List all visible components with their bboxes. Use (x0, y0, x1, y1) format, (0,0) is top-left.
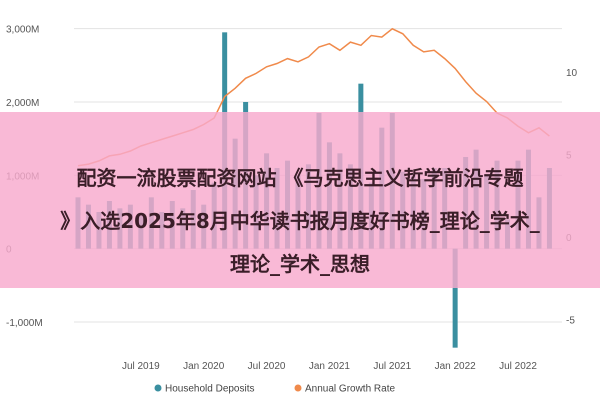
right-axis-tick-label: 10 (566, 68, 578, 79)
x-axis-tick-labels: Jul 2019 Jan 2020 Jul 2020 Jan 2021 Jul 2021… (122, 361, 537, 372)
legend-label-household-deposits: Household Deposits (165, 384, 255, 395)
household-deposits-bar (452, 248, 458, 348)
x-axis-tick-label: Jan 2021 (309, 361, 351, 372)
left-axis-tick-label: -1,000M (6, 318, 43, 329)
x-axis-tick-label: Jul 2021 (373, 361, 411, 372)
legend-marker-household-deposits (154, 384, 162, 392)
overlay-text-line-2: 》入选2025年8月中华读书报月度好书榜_理论_学术_ (60, 209, 540, 233)
overlay-banner (0, 112, 600, 288)
legend-label-annual-growth-rate: Annual Growth Rate (305, 384, 395, 395)
left-axis-tick-label: 3,000M (6, 25, 39, 36)
legend-marker-annual-growth-rate (294, 384, 302, 392)
overlay-text-line-3: 理论_学术_思想 (230, 252, 370, 276)
x-axis-tick-label: Jul 2019 (122, 361, 160, 372)
left-axis-tick-label: 2,000M (6, 98, 39, 109)
x-axis-tick-label: Jan 2020 (183, 361, 225, 372)
overlay-text-line-1: 配资一流股票配资网站 《马克思主义哲学前沿专题 (76, 166, 524, 190)
x-axis-tick-label: Jan 2022 (435, 361, 477, 372)
legend: Household Deposits Annual Growth Rate (154, 384, 395, 395)
x-axis-tick-label: Jul 2020 (248, 361, 286, 372)
x-axis-tick-label: Jul 2022 (499, 361, 537, 372)
right-axis-tick-label: -5 (566, 315, 575, 326)
